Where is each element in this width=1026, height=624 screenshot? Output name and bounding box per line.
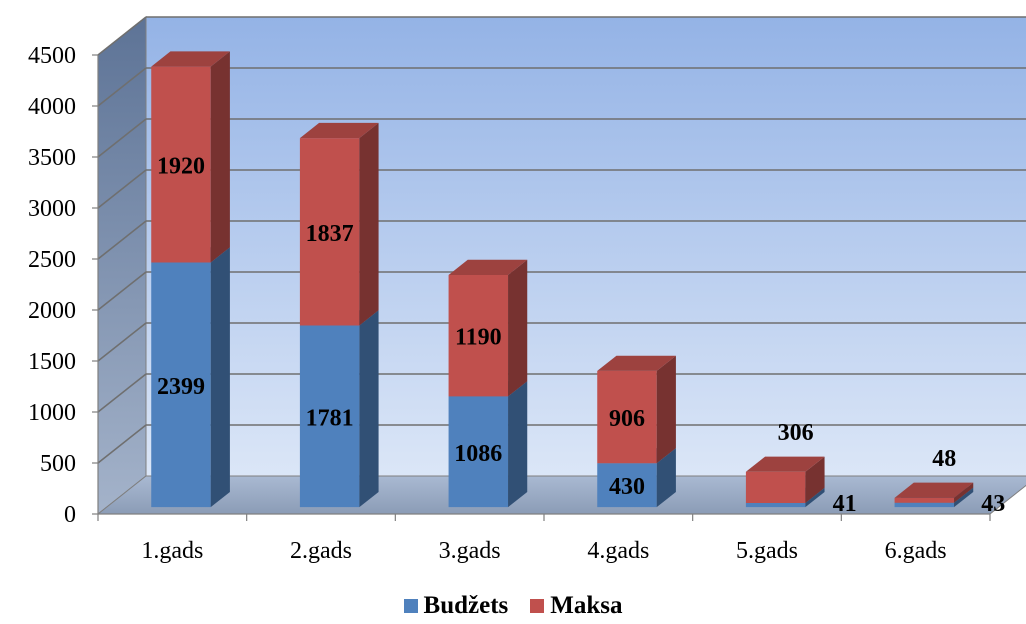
bars bbox=[151, 51, 974, 508]
y-tick-label: 3000 bbox=[28, 196, 76, 222]
chart-walls bbox=[96, 15, 1026, 516]
side-wall bbox=[97, 15, 147, 516]
y-tick-label: 500 bbox=[40, 451, 76, 477]
data-label-budzets: 1086 bbox=[454, 441, 502, 467]
data-label-maksa: 1837 bbox=[306, 221, 354, 247]
axes: 0 500 1000 1500 2000 2500 3000 3500 4000 4500 1.ga… bbox=[28, 43, 991, 564]
bar-maksa-top bbox=[448, 259, 528, 276]
bar-budzets-side bbox=[508, 381, 528, 508]
bar-budzets-front bbox=[299, 325, 360, 508]
gridlines bbox=[97, 16, 1026, 464]
data-label-maksa: 306 bbox=[778, 420, 814, 446]
bar-maksa-side bbox=[210, 51, 230, 263]
legend-item-maksa: Maksa bbox=[530, 592, 622, 620]
bar-maksa-front bbox=[894, 497, 955, 503]
bar-maksa-top bbox=[299, 122, 379, 139]
bar-budzets-side bbox=[656, 448, 676, 508]
legend-item-budzets: Budžets bbox=[403, 592, 509, 620]
bar-maksa-side bbox=[954, 482, 974, 503]
bar-maksa-side bbox=[656, 355, 676, 464]
bar-maksa-front bbox=[151, 66, 211, 263]
y-tick-label: 2500 bbox=[28, 247, 76, 273]
gridline-side bbox=[97, 271, 147, 311]
data-label-budzets: 2399 bbox=[157, 374, 205, 400]
y-tick-label: 0 bbox=[64, 502, 76, 528]
gridline-side bbox=[97, 322, 147, 362]
bar-budzets-side bbox=[954, 487, 974, 508]
gridline-side bbox=[97, 424, 147, 464]
data-label-budzets: 430 bbox=[609, 474, 645, 500]
bar-budzets-side bbox=[805, 487, 825, 508]
gridline-side bbox=[97, 169, 147, 209]
data-label-budzets: 43 bbox=[981, 491, 1005, 517]
legend-swatch-budzets bbox=[403, 599, 418, 613]
bar-maksa-top bbox=[597, 355, 676, 371]
chart-canvas: 0 500 1000 1500 2000 2500 3000 3500 4000 4500 1.ga… bbox=[28, 15, 1026, 564]
x-tick-label: 1.gads bbox=[141, 538, 203, 564]
legend-label-budzets: Budžets bbox=[423, 592, 509, 619]
bar-budzets-side bbox=[359, 310, 379, 508]
legend: Budžets Maksa bbox=[0, 588, 1026, 624]
x-tick-label: 5.gads bbox=[736, 538, 798, 564]
data-label-maksa: 48 bbox=[932, 446, 956, 472]
bar-maksa-side bbox=[359, 122, 379, 326]
y-tick-label: 4000 bbox=[28, 94, 76, 120]
bar-maksa-side bbox=[805, 456, 825, 503]
gridline-side bbox=[97, 220, 147, 260]
y-tick-label: 2000 bbox=[28, 298, 76, 324]
bar-budzets-front bbox=[597, 463, 657, 508]
bar-maksa-top bbox=[151, 51, 230, 67]
bar-maksa-front bbox=[597, 370, 657, 464]
x-tick-label: 3.gads bbox=[439, 538, 501, 564]
x-tick-label: 6.gads bbox=[885, 538, 947, 564]
data-labels: 2399 1920 1781 1837 1086 1190 430 906 41 306 43 48 bbox=[157, 154, 1005, 518]
data-label-budzets: 1781 bbox=[306, 405, 354, 431]
gridline-side bbox=[97, 118, 147, 158]
floor bbox=[96, 475, 1026, 515]
bar-budzets-front bbox=[894, 502, 955, 508]
bar-maksa-front bbox=[299, 138, 360, 326]
gridline-side bbox=[97, 373, 147, 413]
bar-maksa-top bbox=[894, 482, 974, 498]
y-tick-label: 4500 bbox=[28, 43, 76, 69]
bar-budzets-front bbox=[745, 502, 806, 508]
y-tick-label: 1000 bbox=[28, 400, 76, 426]
legend-label-maksa: Maksa bbox=[550, 592, 623, 619]
gridline-side bbox=[97, 67, 147, 107]
bar-maksa-side bbox=[508, 259, 528, 397]
data-label-budzets: 41 bbox=[833, 491, 857, 517]
y-tick-label: 3500 bbox=[28, 145, 76, 171]
bar-maksa-top bbox=[745, 456, 825, 472]
bar-budzets-front bbox=[448, 396, 509, 508]
y-tick-label: 1500 bbox=[28, 349, 76, 375]
bar-budzets-front bbox=[151, 262, 211, 508]
data-label-maksa: 1920 bbox=[157, 154, 205, 180]
bar-maksa-front bbox=[745, 471, 806, 503]
legend-swatch-maksa bbox=[530, 599, 545, 613]
x-tick-label: 4.gads bbox=[587, 538, 649, 564]
x-tick-label: 2.gads bbox=[290, 538, 352, 564]
data-label-maksa: 906 bbox=[609, 406, 645, 432]
bar-budzets-side bbox=[210, 247, 230, 508]
gridline-side bbox=[97, 16, 147, 56]
bar-maksa-front bbox=[448, 275, 509, 397]
back-wall bbox=[145, 16, 1026, 477]
data-label-maksa: 1190 bbox=[455, 325, 502, 351]
